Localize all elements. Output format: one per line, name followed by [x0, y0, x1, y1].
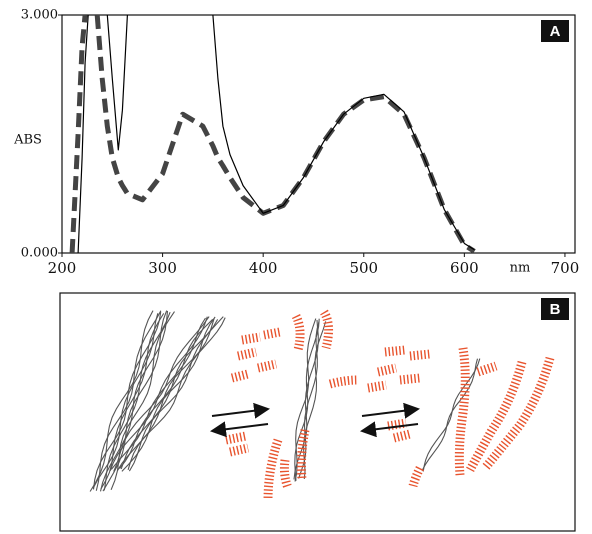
segment [409, 349, 431, 361]
fibril [99, 310, 169, 492]
fibril [120, 319, 219, 470]
arrow [210, 421, 269, 438]
segment [225, 431, 247, 445]
fibril [92, 313, 159, 489]
x-tick-label: 500 [349, 259, 378, 277]
panel-b: B [59, 292, 576, 532]
segment [279, 459, 293, 490]
segment [230, 369, 250, 383]
panel-a: A ABS nm 0.000 3.000 200 300 400 500 600 700 [13, 8, 579, 278]
segment [328, 375, 359, 389]
segment [263, 327, 281, 340]
fibril [422, 358, 481, 472]
x-tick-label: 600 [450, 259, 479, 277]
segment [367, 380, 387, 393]
fibril [103, 311, 171, 491]
segment [377, 363, 397, 377]
equilibrium-arrows [210, 402, 420, 438]
fibril [92, 311, 162, 490]
series-line [77, 15, 475, 253]
plot-frame [61, 14, 576, 254]
x-tick-label: 700 [551, 259, 580, 277]
segment [296, 429, 310, 481]
segment [466, 360, 527, 473]
segment [241, 332, 261, 345]
x-tick-label: 300 [148, 259, 177, 277]
segment [263, 438, 283, 501]
segment [476, 361, 498, 377]
segment [454, 347, 470, 476]
panel-label-box [541, 298, 569, 320]
segment [384, 345, 406, 357]
segment [237, 347, 257, 361]
fibril [127, 317, 226, 470]
fibril [294, 318, 320, 481]
segment [481, 356, 555, 471]
arrow [361, 402, 420, 419]
panel-frame [59, 292, 576, 532]
series-line [69, 15, 476, 253]
fibril [303, 321, 327, 480]
hatched-segments [225, 309, 555, 501]
fibril [117, 318, 215, 471]
segment [408, 465, 425, 488]
segment [229, 443, 249, 457]
panel-label: A [550, 23, 561, 40]
fibril [89, 310, 154, 492]
segment [387, 418, 407, 431]
y-axis-label: ABS [13, 133, 42, 148]
arrow [211, 402, 270, 419]
segment [399, 373, 421, 385]
segment [291, 313, 305, 352]
fibril [95, 310, 162, 491]
panel-label: B [550, 301, 561, 318]
segment [392, 429, 412, 443]
plot-lines [69, 15, 476, 253]
fibril [119, 318, 214, 469]
arrow [360, 421, 419, 438]
fibril [121, 316, 216, 472]
fibril [113, 316, 210, 472]
x-axis-label: nm [510, 261, 531, 276]
fibril [421, 358, 479, 472]
segment [257, 359, 277, 373]
x-tick-label: 400 [249, 259, 278, 277]
y-tick-label: 3.000 [21, 8, 58, 23]
y-tick-label: 0.000 [21, 246, 58, 261]
segment [320, 309, 334, 350]
panel-label-box [541, 20, 569, 42]
x-tick-label: 200 [48, 259, 77, 277]
